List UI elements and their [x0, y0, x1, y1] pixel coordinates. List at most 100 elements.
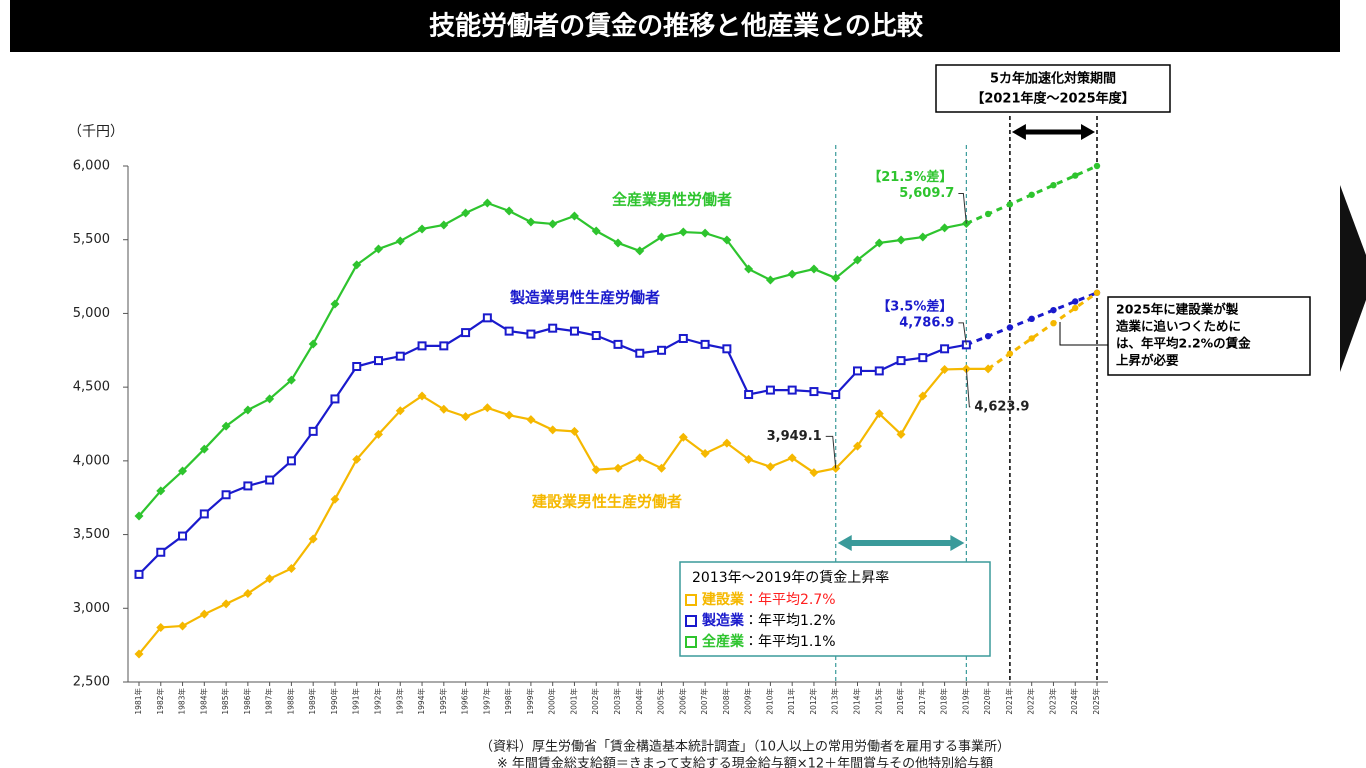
point [657, 463, 667, 473]
point [352, 454, 362, 464]
point [482, 313, 492, 323]
note: （資料）厚生労働省「賃金構造基本統計調査」（10人以上の常用労働者を雇用する事業… [480, 739, 1010, 755]
y-tick-label: 2,500 [73, 675, 110, 690]
x-tick-label: 2024年 [1069, 688, 1079, 715]
point [569, 326, 579, 336]
point [787, 453, 797, 463]
point [548, 323, 558, 333]
projection-point [1028, 191, 1035, 198]
callout-text: は、年平均2.2%の賃金 [1116, 336, 1251, 351]
title-bar [10, 0, 1340, 52]
point [613, 339, 623, 349]
point [613, 238, 623, 248]
point [526, 217, 536, 227]
point [243, 405, 253, 415]
data-label: 3,949.1 [767, 429, 822, 444]
x-tick-label: 2007年 [699, 688, 709, 715]
point [352, 260, 362, 270]
point [156, 486, 166, 496]
point [178, 466, 188, 476]
projection-line [987, 291, 1098, 371]
point [221, 599, 231, 609]
point [482, 403, 492, 413]
period-arrowhead [950, 535, 965, 551]
callout-text: 上昇が必要 [1116, 353, 1179, 368]
label-leader [958, 322, 967, 345]
point [722, 344, 732, 354]
point [787, 269, 797, 279]
point [940, 223, 950, 233]
data-label: 5,609.7 [899, 186, 954, 201]
point [896, 356, 906, 366]
x-tick-label: 1989年 [307, 688, 317, 715]
projection-point [1050, 306, 1057, 314]
point [504, 206, 514, 216]
point [918, 391, 928, 401]
point [896, 429, 906, 439]
x-tick-label: 1998年 [503, 688, 513, 715]
series-label: 製造業男性生産労働者 [509, 289, 660, 307]
x-tick-label: 1992年 [373, 688, 383, 715]
point [657, 345, 667, 355]
point [286, 563, 296, 573]
callout-leader [1059, 322, 1108, 346]
x-tick-label: 2010年 [764, 688, 774, 715]
point [983, 364, 993, 374]
point [308, 426, 318, 436]
data-label: 4,623.9 [974, 399, 1029, 414]
x-tick-label: 1997年 [481, 688, 491, 715]
point [918, 353, 928, 363]
x-tick-label: 2021年 [1004, 688, 1014, 715]
projection-point [1072, 304, 1079, 312]
y-unit: （千円） [68, 124, 124, 140]
point [178, 621, 188, 631]
projection-point [984, 332, 992, 340]
point [896, 235, 906, 245]
series-label: 建設業男性生産労働者 [531, 493, 682, 511]
projection-point [984, 210, 992, 218]
point [765, 275, 775, 285]
label-leader [965, 368, 971, 408]
x-tick-label: 2018年 [939, 688, 949, 715]
rate-name: 全産業 [702, 633, 745, 650]
point [940, 364, 950, 374]
point [156, 622, 166, 632]
point [504, 410, 514, 420]
x-tick-label: 2014年 [852, 688, 862, 715]
gap-label: 【21.3%差】 [868, 169, 952, 185]
point [831, 390, 841, 400]
point [874, 409, 884, 419]
point [461, 412, 471, 422]
point [700, 448, 710, 458]
label-leader [958, 193, 967, 224]
projection-point [1050, 320, 1057, 327]
x-tick-label: 2017年 [917, 688, 927, 715]
point [918, 232, 928, 242]
point [613, 463, 623, 473]
x-tick-label: 1987年 [264, 688, 274, 715]
series-line [138, 201, 967, 517]
point [504, 326, 514, 336]
point [417, 224, 427, 234]
x-tick-label: 1995年 [438, 688, 448, 715]
point [461, 208, 471, 218]
x-tick-label: 1999年 [525, 688, 535, 715]
chart-title: 技能労働者の賃金の推移と他産業との比較 [429, 11, 924, 42]
point [221, 490, 231, 500]
point [265, 394, 275, 404]
rate-name: 製造業 [701, 612, 745, 629]
point [569, 426, 579, 436]
rate-row: 全産業：年平均1.1% [702, 633, 836, 650]
x-tick-label: 2002年 [590, 688, 600, 715]
point [569, 211, 579, 221]
point [548, 219, 558, 229]
projection-point [1006, 350, 1014, 357]
x-tick-label: 1993年 [394, 688, 404, 715]
period-box [935, 64, 1171, 113]
x-tick-label: 1981年 [133, 688, 143, 715]
y-tick-label: 4,000 [73, 453, 110, 468]
point [700, 228, 710, 238]
point [308, 534, 318, 544]
point [874, 366, 884, 376]
point [831, 273, 841, 283]
